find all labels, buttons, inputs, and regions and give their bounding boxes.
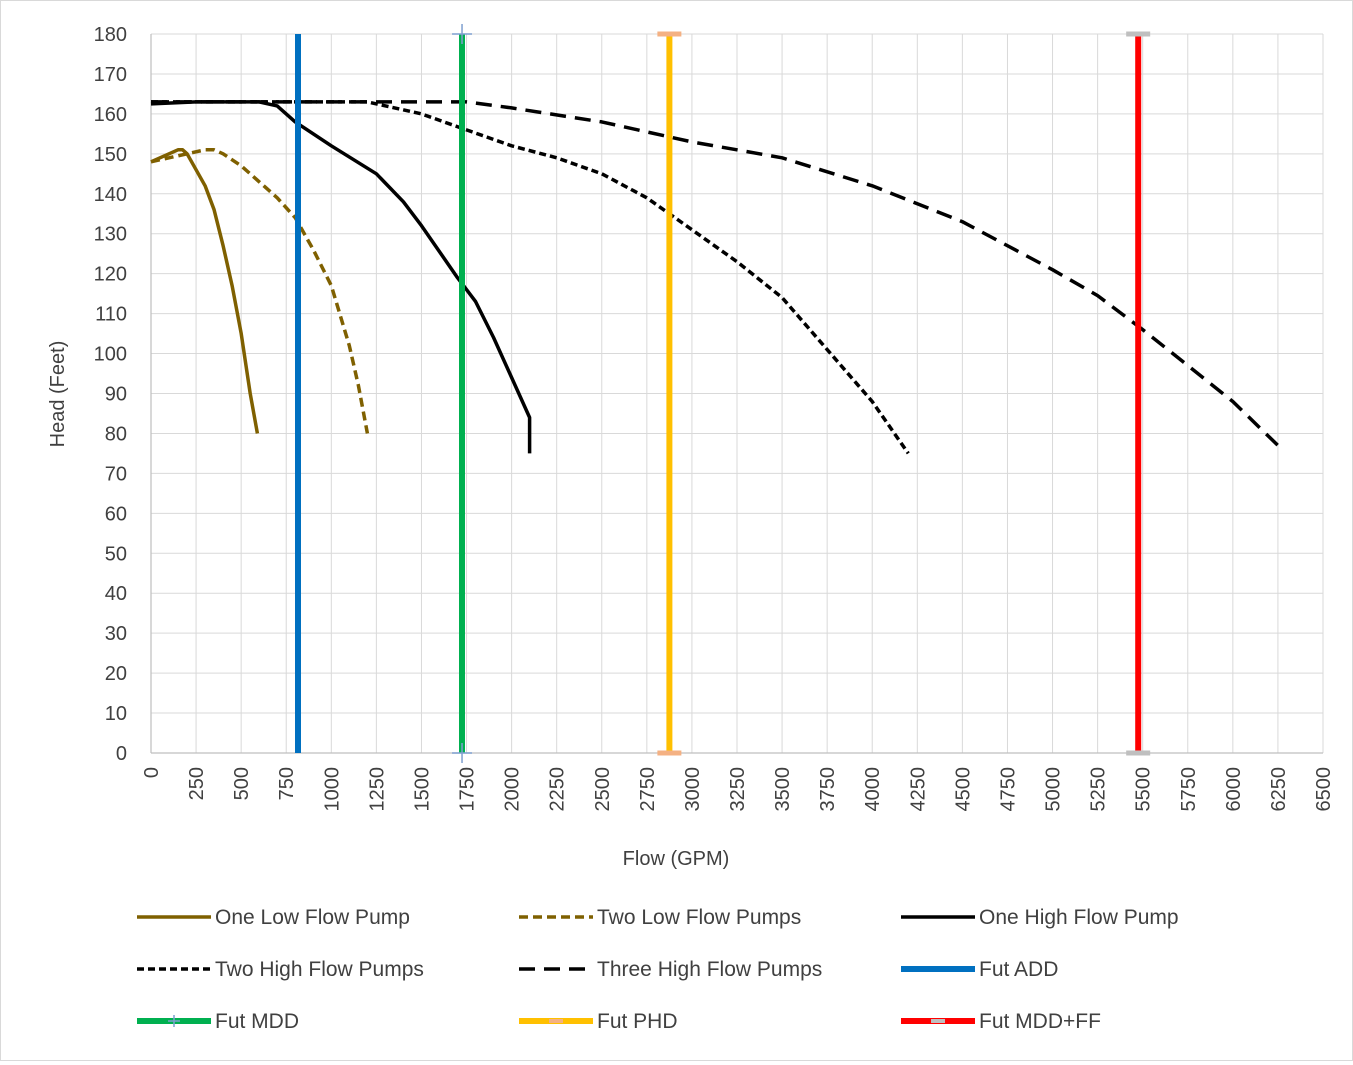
legend-label-fut-phd: Fut PHD xyxy=(597,1010,678,1033)
x-tick-label: 6250 xyxy=(1268,767,1290,812)
legend-label-fut-mdd-ff: Fut MDD+FF xyxy=(979,1010,1101,1033)
y-tick-label: 0 xyxy=(116,743,127,765)
gridlines xyxy=(150,33,1324,754)
series-three-high-flow-pumps xyxy=(151,100,1280,447)
y-tick-label: 40 xyxy=(105,583,127,605)
legend: One Low Flow Pump Two Low Flow Pumps One H… xyxy=(137,906,1179,1033)
x-tick-label: 4250 xyxy=(907,767,929,812)
y-tick-label: 160 xyxy=(94,104,127,126)
x-tick-label: 3500 xyxy=(772,767,794,812)
legend-label-three-high-flow-pumps: Three High Flow Pumps xyxy=(597,958,822,981)
y-tick-label: 180 xyxy=(94,24,127,46)
y-tick-label: 170 xyxy=(94,64,127,86)
legend-label-two-high-flow-pumps: Two High Flow Pumps xyxy=(215,958,424,981)
legend-label-one-high-flow-pump: One High Flow Pump xyxy=(979,906,1179,929)
x-tick-label: 5250 xyxy=(1088,767,1110,812)
y-tick-label: 110 xyxy=(95,304,127,326)
x-tick-label: 4750 xyxy=(997,767,1019,812)
y-tick-label: 60 xyxy=(105,503,127,525)
y-tick-label: 90 xyxy=(105,384,127,406)
x-tick-label: 250 xyxy=(186,767,208,800)
series-lines xyxy=(150,24,1280,763)
x-axis-label: Flow (GPM) xyxy=(623,848,730,870)
series-one-low-flow-pump xyxy=(150,148,260,434)
x-tick-label: 2750 xyxy=(637,767,659,812)
marker-fut-mdd xyxy=(452,743,473,763)
y-tick-label: 50 xyxy=(105,543,127,565)
x-tick-label: 4500 xyxy=(952,767,974,812)
x-tick-label: 2500 xyxy=(592,767,614,812)
x-tick-label: 1750 xyxy=(457,767,479,812)
series-two-low-flow-pumps xyxy=(150,148,370,434)
x-tick-label: 3000 xyxy=(682,767,704,812)
legend-label-one-low-flow-pump: One Low Flow Pump xyxy=(215,906,410,929)
x-tick-label: 3250 xyxy=(727,767,749,812)
y-tick-label: 80 xyxy=(105,423,127,445)
y-tick-label: 100 xyxy=(94,344,127,366)
x-tick-labels: 0 250 500 750 1000 1250 1500 1750 2000 2250 2500 27… xyxy=(141,767,1335,812)
x-tick-label: 4000 xyxy=(862,767,884,812)
y-tick-label: 70 xyxy=(105,463,127,485)
x-tick-label: 3750 xyxy=(817,767,839,812)
y-axis-label: Head (Feet) xyxy=(47,341,69,448)
legend-marker xyxy=(168,1015,180,1027)
y-tick-label: 150 xyxy=(94,144,127,166)
x-tick-label: 6000 xyxy=(1223,767,1245,812)
y-tick-label: 10 xyxy=(105,703,127,725)
x-tick-label: 5750 xyxy=(1178,767,1200,812)
x-tick-label: 1500 xyxy=(411,767,433,812)
y-tick-label: 140 xyxy=(94,184,127,206)
x-tick-label: 2250 xyxy=(547,767,569,812)
y-tick-label: 130 xyxy=(94,224,127,246)
legend-label-fut-mdd: Fut MDD xyxy=(215,1010,299,1033)
x-tick-label: 5000 xyxy=(1043,767,1065,812)
x-tick-label: 2000 xyxy=(502,767,524,812)
y-tick-labels: 0 10 20 30 40 50 60 70 80 90 100 110 120 130 140 150 160… xyxy=(94,24,127,765)
x-tick-label: 500 xyxy=(231,767,253,800)
x-tick-label: 1000 xyxy=(321,767,343,812)
x-tick-label: 1250 xyxy=(366,767,388,812)
series-two-high-flow-pumps xyxy=(151,100,910,455)
x-tick-label: 6500 xyxy=(1313,767,1335,812)
legend-label-two-low-flow-pumps: Two Low Flow Pumps xyxy=(597,906,801,929)
series-one-high-flow-pump xyxy=(150,100,532,454)
x-tick-label: 0 xyxy=(141,767,163,778)
x-tick-label: 750 xyxy=(276,767,298,800)
y-tick-label: 120 xyxy=(94,264,127,286)
marker-fut-mdd xyxy=(452,24,473,44)
x-tick-label: 5500 xyxy=(1133,767,1155,812)
y-tick-label: 30 xyxy=(105,623,127,645)
y-tick-label: 20 xyxy=(105,663,127,685)
legend-label-fut-add: Fut ADD xyxy=(979,958,1058,981)
